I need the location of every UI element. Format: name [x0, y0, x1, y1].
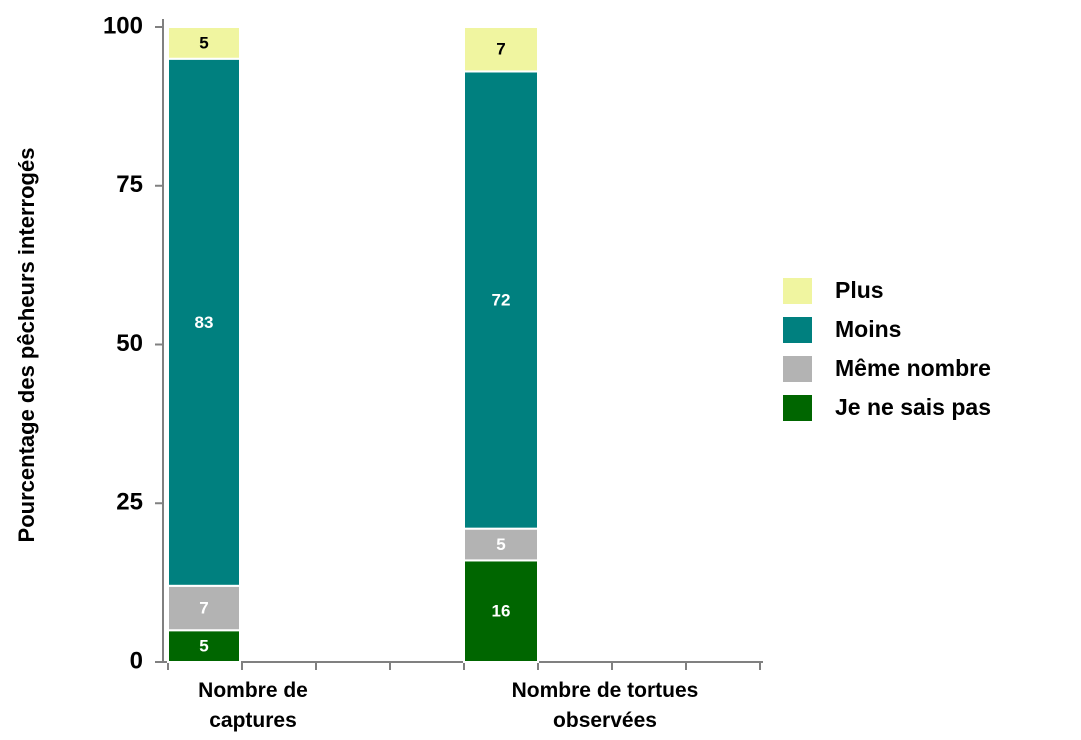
legend-swatch: [783, 278, 812, 304]
data-label: 72: [492, 291, 511, 310]
legend-swatch: [783, 356, 812, 382]
x-tick-label: Nombre de captures: [198, 679, 308, 732]
bar-segment: [463, 559, 539, 664]
y-tick-label: 25: [116, 489, 143, 516]
bar-segment: [167, 629, 241, 663]
legend-swatch: [783, 317, 812, 343]
legend-label: Plus: [835, 277, 884, 303]
data-label: 5: [199, 637, 208, 656]
data-label: 83: [195, 313, 214, 332]
data-label: 16: [492, 602, 511, 621]
data-label: 5: [496, 535, 505, 554]
bar-segment: [463, 527, 539, 562]
y-tick-label: 50: [116, 330, 143, 357]
x-tick-label: Nombre de tortues observées: [511, 679, 699, 732]
bar-segment: [167, 57, 241, 587]
y-tick-label: 100: [103, 12, 143, 39]
legend-label: Même nombre: [835, 355, 991, 381]
data-label: 7: [199, 599, 208, 618]
legend-swatch: [783, 395, 812, 421]
legend-label: Je ne sais pas: [835, 394, 991, 420]
bar-segment: [463, 26, 539, 73]
data-label: 5: [199, 33, 208, 52]
y-tick-label: 75: [116, 171, 143, 198]
legend-label: Moins: [835, 316, 901, 342]
y-tick-label: 0: [130, 647, 143, 674]
y-axis-label: Pourcentage des pêcheurs interrogés: [14, 148, 39, 543]
bar-segment: [167, 26, 241, 60]
data-label: 7: [496, 40, 505, 59]
